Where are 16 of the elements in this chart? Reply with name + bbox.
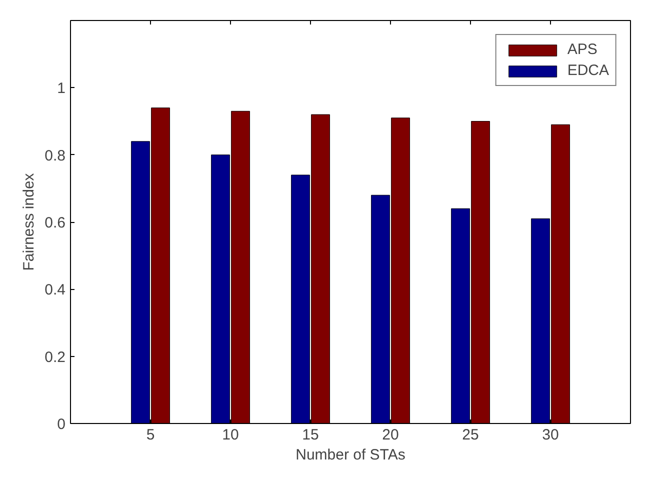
x-tick-label: 10 — [222, 426, 239, 444]
y-tick-label: 0 — [57, 416, 66, 433]
x-tick-label: 5 — [146, 426, 155, 444]
x-tick-label: 30 — [542, 426, 559, 444]
legend-label: EDCA — [567, 62, 609, 79]
x-tick-label: 20 — [382, 426, 399, 444]
y-tick-label: 0.8 — [44, 147, 66, 164]
y-tick-label: 0.4 — [44, 282, 66, 299]
y-tick-label: 0.6 — [44, 214, 66, 232]
legend-label: APS — [567, 41, 598, 58]
y-tick-label: 0.2 — [44, 348, 66, 366]
y-tick-label: 1 — [57, 80, 66, 98]
x-tick-label: 25 — [462, 426, 479, 444]
x-axis-title: Number of STAs — [296, 446, 406, 464]
x-tick-label: 15 — [302, 426, 319, 444]
y-axis-title: Fairness index — [20, 172, 38, 271]
